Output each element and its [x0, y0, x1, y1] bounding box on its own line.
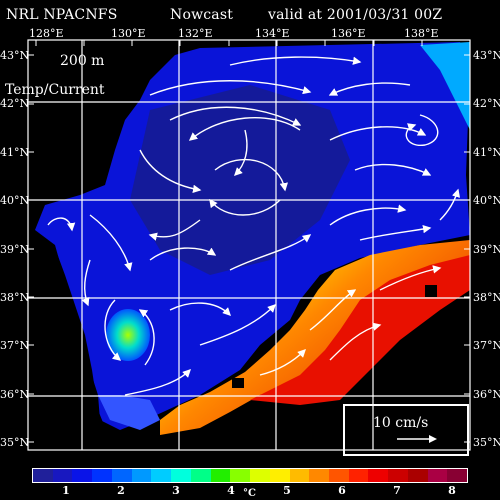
lat-label-right: 39°N [473, 243, 500, 256]
colorbar-swatch [230, 469, 251, 482]
colorbar-swatch [368, 469, 389, 482]
colorbar-swatch [111, 469, 132, 482]
colorbar-swatch [269, 469, 290, 482]
depth-label: 200 m [60, 53, 105, 69]
colorbar-swatch [190, 469, 211, 482]
lat-label-left: 43°N [0, 49, 30, 62]
deep-cold-core [130, 85, 350, 275]
current-vectors [47, 56, 461, 396]
colorbar-swatch [72, 469, 93, 482]
title-bar: NRL NPACNFS Nowcast valid at 2001/03/31 … [0, 0, 500, 28]
colorbar-tick: 8 [448, 484, 456, 497]
lat-label-right: 37°N [473, 339, 500, 352]
colorbar-tick: 4 [227, 484, 235, 497]
colorbar-tick: 1 [62, 484, 70, 497]
lat-label-left: 37°N [0, 339, 30, 352]
korea-land [28, 40, 175, 200]
field-label: Temp/Current [5, 82, 105, 98]
scale-vector-legend: 10 cm/s [343, 404, 469, 456]
colorbar-swatch [388, 469, 408, 482]
west-coast-shelf [98, 395, 160, 430]
lon-label: 132°E [178, 27, 213, 40]
colorbar-swatch [92, 469, 112, 482]
scale-vector-label: 10 cm/s [373, 415, 429, 431]
scale-arrow-icon [397, 435, 437, 443]
colorbar-tick: 7 [393, 484, 401, 497]
japan-land [230, 290, 470, 450]
lon-label: 128°E [29, 27, 64, 40]
lat-label-left: 41°N [0, 146, 30, 159]
korea-land-south [28, 248, 110, 440]
colorbar [32, 468, 468, 483]
warm-eddy [106, 309, 150, 361]
lat-label-left: 40°N [0, 194, 30, 207]
lat-label-left: 36°N [0, 388, 30, 401]
lat-label-left: 38°N [0, 291, 30, 304]
colorbar-swatch [151, 469, 172, 482]
lon-label: 136°E [331, 27, 366, 40]
temperature-field [28, 40, 470, 450]
colorbar-swatch [348, 469, 369, 482]
colorbar-swatch [447, 469, 468, 482]
lat-label-right: 40°N [473, 194, 500, 207]
polar-front-gradient [160, 190, 470, 435]
lat-label-right: 38°N [473, 291, 500, 304]
colorbar-swatch [407, 469, 428, 482]
lon-label: 130°E [111, 27, 146, 40]
colorbar-swatch [329, 469, 349, 482]
lat-label-right: 36°N [473, 388, 500, 401]
lon-label: 134°E [255, 27, 290, 40]
model-name: NRL NPACNFS [6, 7, 118, 23]
shelf-water-north [420, 42, 470, 130]
graticule [27, 39, 471, 451]
warm-water-region [250, 255, 470, 405]
lat-label-left: 42°N [0, 97, 30, 110]
colorbar-swatch [427, 469, 448, 482]
valid-time: valid at 2001/03/31 00Z [268, 7, 443, 23]
colorbar-tick: 5 [283, 484, 291, 497]
lat-label-right: 42°N [473, 97, 500, 110]
colorbar-swatch [309, 469, 330, 482]
colorbar-tick: 2 [117, 484, 125, 497]
colorbar-swatch [33, 469, 53, 482]
colorbar-swatch [131, 469, 152, 482]
japan-islet-1 [425, 285, 437, 297]
lat-label-right: 41°N [473, 146, 500, 159]
colorbar-swatch [210, 469, 231, 482]
lat-label-right: 35°N [473, 436, 500, 449]
lat-label-left: 39°N [0, 243, 30, 256]
colorbar-tick: 3 [172, 484, 180, 497]
lat-label-right: 43°N [473, 49, 500, 62]
colorbar-tick: 6 [338, 484, 346, 497]
colorbar-swatch [52, 469, 73, 482]
japan-islet-2 [232, 378, 244, 388]
colorbar-swatch [171, 469, 191, 482]
lat-label-left: 35°N [0, 436, 30, 449]
colorbar-swatch [289, 469, 310, 482]
run-type: Nowcast [170, 7, 234, 23]
lon-label: 138°E [404, 27, 439, 40]
colorbar-swatch [250, 469, 270, 482]
colorbar-unit: °C [243, 488, 256, 499]
